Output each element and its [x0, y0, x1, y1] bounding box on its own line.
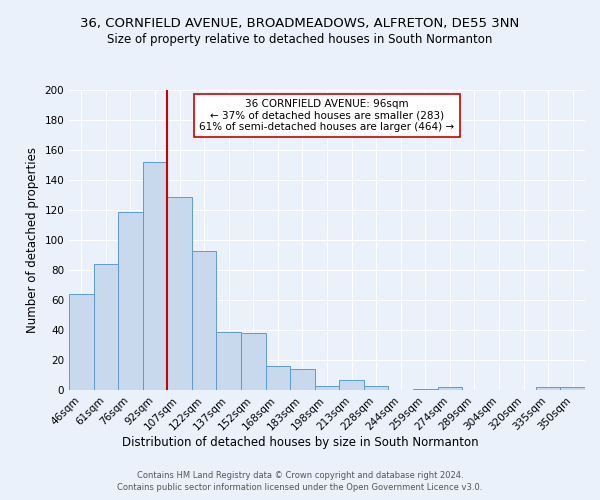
Bar — [290, 369, 315, 390]
Bar — [241, 333, 266, 390]
Text: Contains HM Land Registry data © Crown copyright and database right 2024.: Contains HM Land Registry data © Crown c… — [137, 472, 463, 480]
Text: Distribution of detached houses by size in South Normanton: Distribution of detached houses by size … — [122, 436, 478, 449]
Bar — [217, 332, 241, 390]
Text: Contains public sector information licensed under the Open Government Licence v3: Contains public sector information licen… — [118, 483, 482, 492]
Bar — [437, 387, 462, 390]
Bar — [192, 250, 217, 390]
Text: Size of property relative to detached houses in South Normanton: Size of property relative to detached ho… — [107, 32, 493, 46]
Text: 36, CORNFIELD AVENUE, BROADMEADOWS, ALFRETON, DE55 3NN: 36, CORNFIELD AVENUE, BROADMEADOWS, ALFR… — [80, 18, 520, 30]
Bar — [315, 386, 339, 390]
Bar — [94, 264, 118, 390]
Bar — [266, 366, 290, 390]
Bar — [339, 380, 364, 390]
Bar — [536, 387, 560, 390]
Y-axis label: Number of detached properties: Number of detached properties — [26, 147, 39, 333]
Bar — [413, 388, 437, 390]
Bar — [364, 386, 388, 390]
Bar — [118, 212, 143, 390]
Bar — [167, 196, 192, 390]
Bar — [69, 294, 94, 390]
Bar — [560, 387, 585, 390]
Bar — [143, 162, 167, 390]
Text: 36 CORNFIELD AVENUE: 96sqm
← 37% of detached houses are smaller (283)
61% of sem: 36 CORNFIELD AVENUE: 96sqm ← 37% of deta… — [199, 99, 455, 132]
